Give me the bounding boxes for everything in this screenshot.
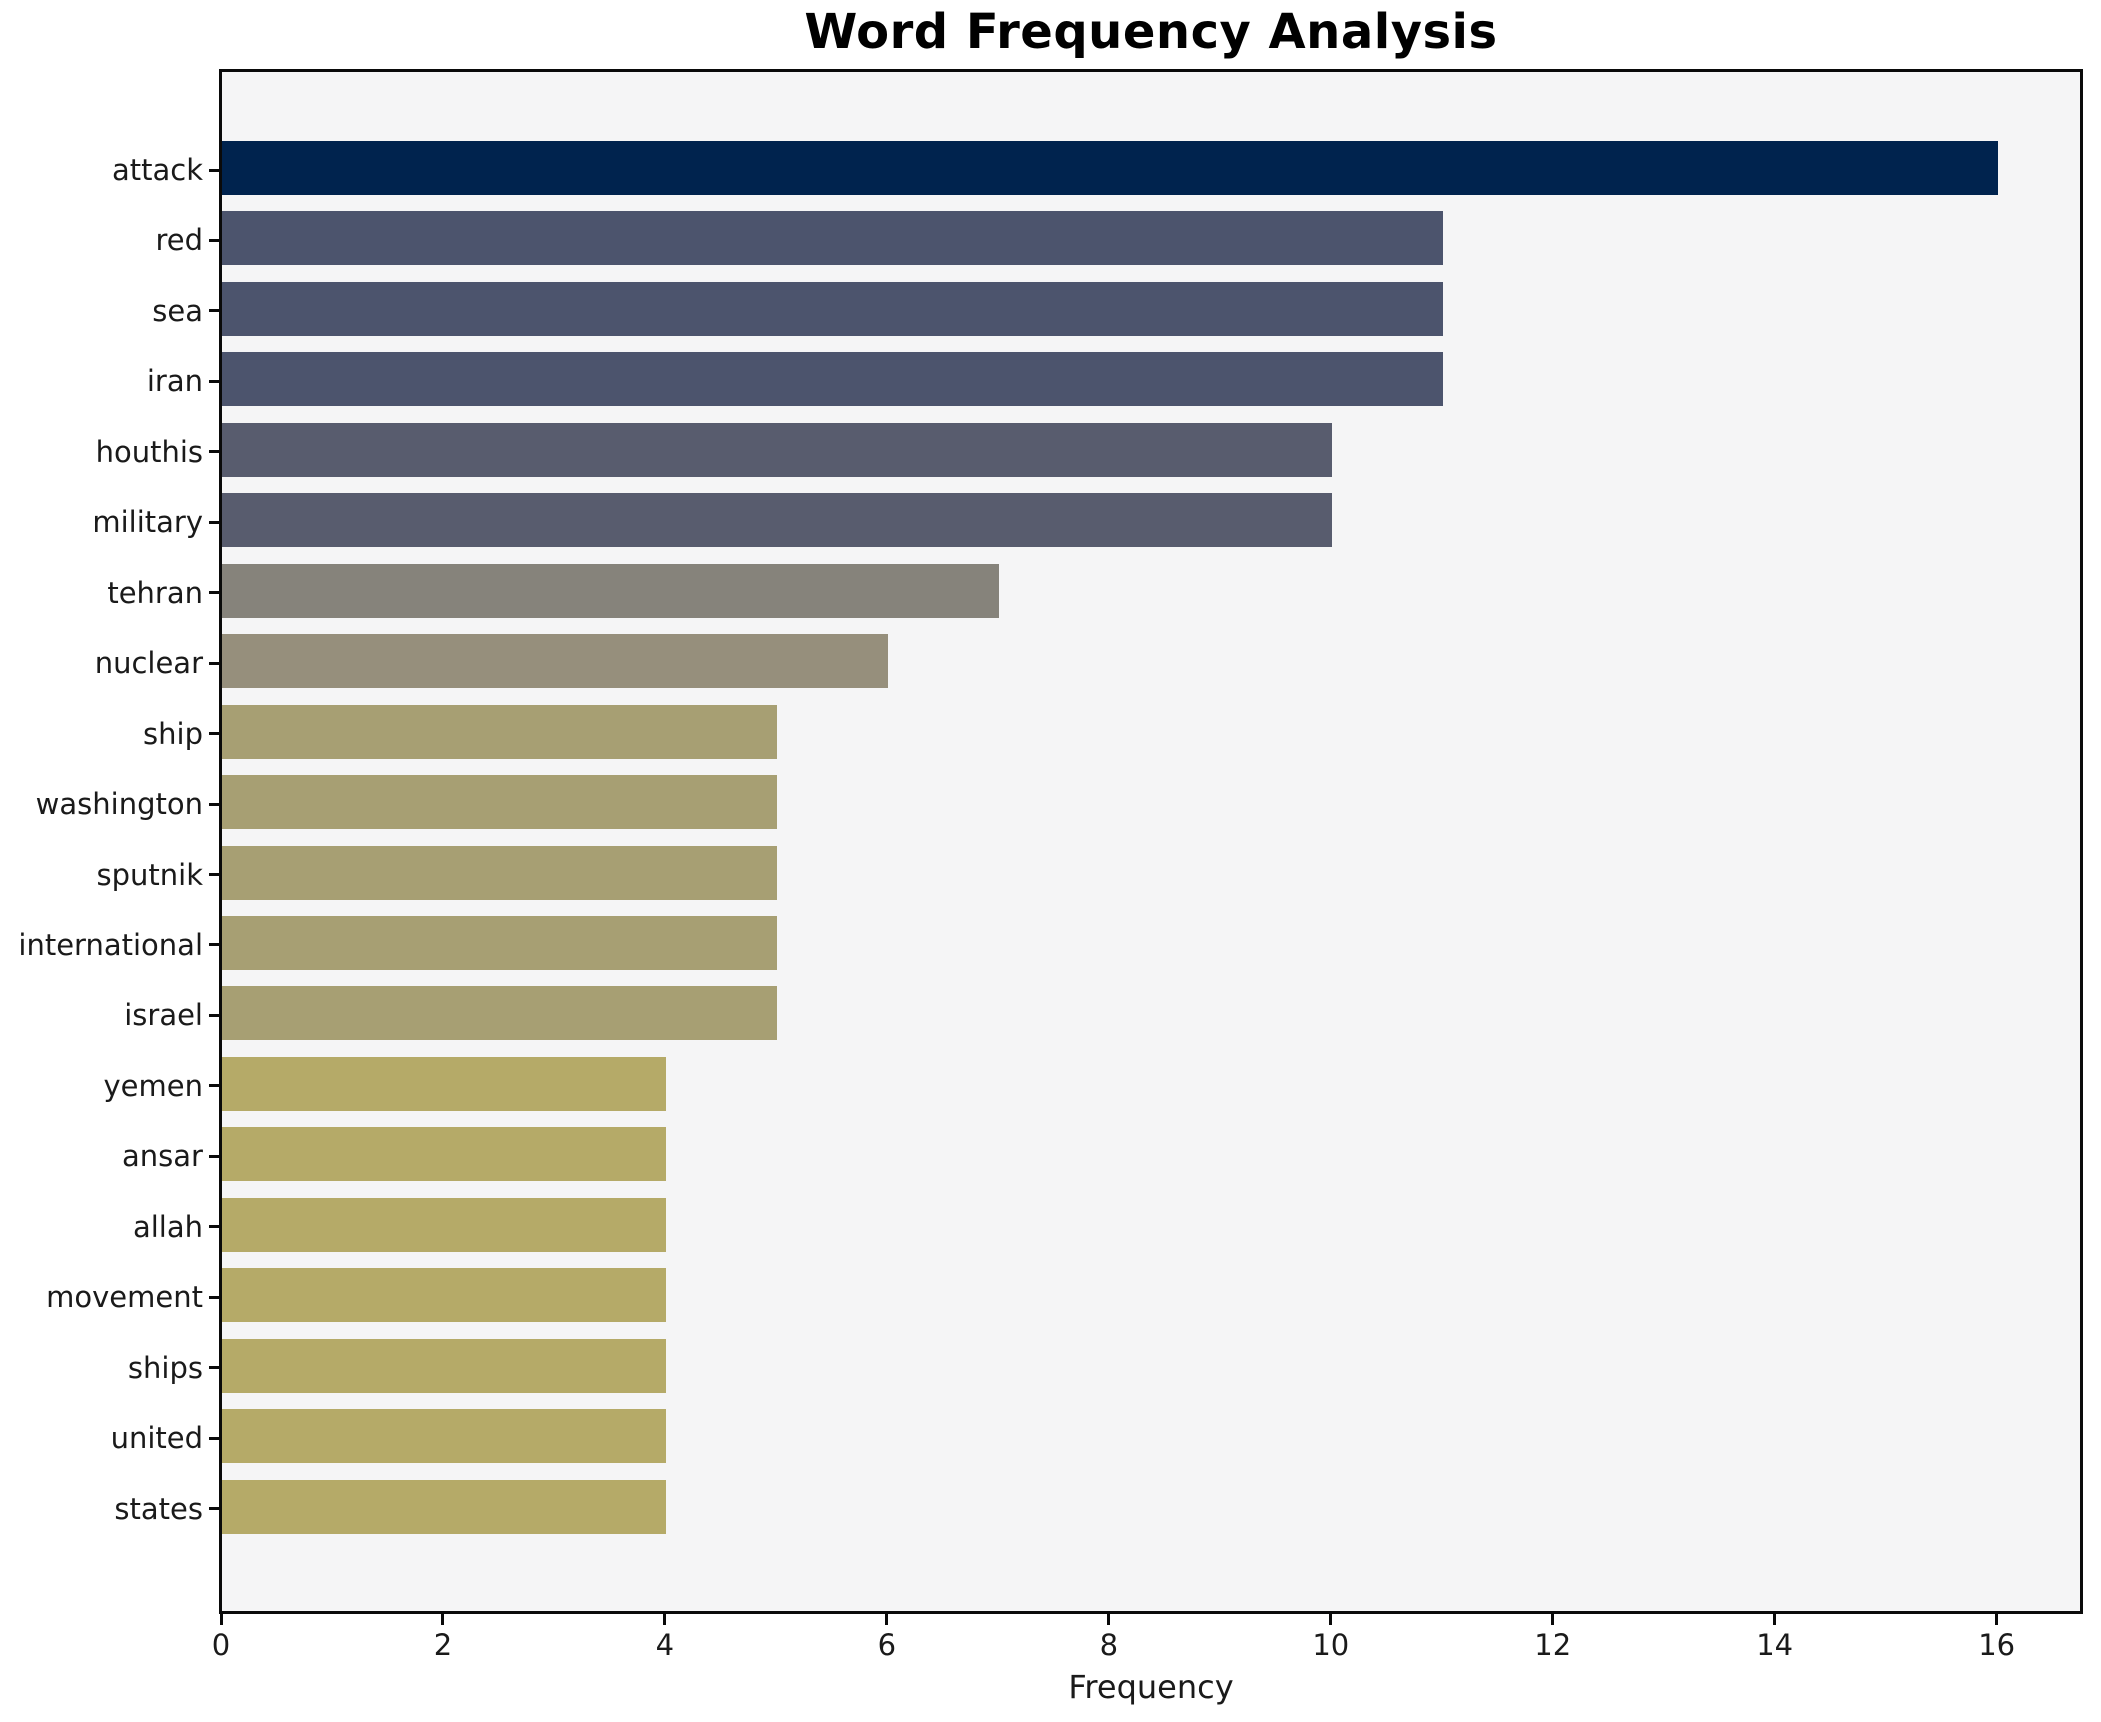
y-tick-mark <box>209 238 219 242</box>
x-tick-mark <box>1551 1614 1555 1625</box>
y-tick-label-military: military <box>92 505 203 540</box>
bar-movement <box>222 1268 666 1323</box>
y-tick-mark <box>209 1084 219 1088</box>
x-tick-label-6: 6 <box>877 1628 897 1662</box>
bar-washington <box>222 775 777 830</box>
y-tick-mark <box>209 309 219 313</box>
x-tick-mark <box>219 1614 223 1625</box>
x-tick-mark <box>1995 1614 1999 1625</box>
y-tick-label-states: states <box>114 1491 203 1526</box>
y-tick-label-ship: ship <box>143 716 203 751</box>
y-tick-mark <box>209 943 219 947</box>
x-tick-mark <box>663 1614 667 1625</box>
y-tick-label-international: international <box>18 927 203 962</box>
bar-yemen <box>222 1056 666 1111</box>
bar-international <box>222 915 777 970</box>
bar-military <box>222 493 1332 548</box>
y-tick-label-ansar: ansar <box>122 1139 203 1174</box>
bar-israel <box>222 986 777 1041</box>
bar-nuclear <box>222 634 888 689</box>
y-tick-mark <box>209 1507 219 1511</box>
x-tick-mark <box>1107 1614 1111 1625</box>
y-tick-label-tehran: tehran <box>107 575 203 610</box>
y-tick-label-nuclear: nuclear <box>94 646 203 681</box>
x-tick-mark <box>1773 1614 1777 1625</box>
y-tick-mark <box>209 1225 219 1229</box>
x-tick-label-8: 8 <box>1099 1628 1119 1662</box>
bar-iran <box>222 352 1443 407</box>
bar-ansar <box>222 1127 666 1182</box>
y-tick-label-yemen: yemen <box>103 1068 203 1103</box>
x-tick-label-12: 12 <box>1534 1628 1572 1662</box>
y-tick-mark <box>209 1295 219 1299</box>
bar-ship <box>222 704 777 759</box>
y-tick-label-red: red <box>155 223 203 258</box>
y-tick-label-israel: israel <box>124 998 203 1033</box>
y-tick-mark <box>209 873 219 876</box>
bar-tehran <box>222 563 999 618</box>
y-tick-label-allah: allah <box>132 1209 203 1244</box>
y-tick-mark <box>209 1013 219 1017</box>
x-tick-label-2: 2 <box>433 1628 453 1662</box>
bar-sea <box>222 281 1443 336</box>
bar-ships <box>222 1338 666 1393</box>
x-tick-label-14: 14 <box>1756 1628 1794 1662</box>
y-tick-label-washington: washington <box>35 787 203 822</box>
bar-sputnik <box>222 845 777 900</box>
x-tick-label-0: 0 <box>211 1628 231 1662</box>
bar-red <box>222 211 1443 266</box>
bar-states <box>222 1479 666 1534</box>
y-tick-mark <box>209 802 219 806</box>
y-tick-mark <box>209 450 219 454</box>
y-tick-mark <box>209 591 219 595</box>
bar-united <box>222 1409 666 1464</box>
y-tick-label-sputnik: sputnik <box>96 857 204 892</box>
chart-title: Word Frequency Analysis <box>804 4 1498 60</box>
y-tick-label-united: united <box>110 1421 203 1456</box>
bar-attack <box>222 141 1998 195</box>
y-tick-mark <box>209 520 219 524</box>
y-tick-label-movement: movement <box>46 1280 203 1315</box>
y-tick-mark <box>209 1436 219 1440</box>
y-tick-mark <box>209 168 219 172</box>
plot-area <box>219 69 2083 1614</box>
y-tick-label-houthis: houthis <box>95 434 203 469</box>
y-tick-mark <box>209 661 219 665</box>
y-tick-label-ships: ships <box>127 1350 203 1385</box>
x-tick-mark <box>1329 1614 1333 1625</box>
y-tick-mark <box>209 1366 219 1370</box>
x-tick-label-4: 4 <box>655 1628 675 1662</box>
x-tick-label-10: 10 <box>1312 1628 1350 1662</box>
x-tick-label-16: 16 <box>1978 1628 2016 1662</box>
x-tick-mark <box>885 1614 889 1625</box>
y-tick-mark <box>209 1154 219 1158</box>
bar-allah <box>222 1197 666 1252</box>
y-tick-mark <box>209 732 219 736</box>
bar-houthis <box>222 422 1332 477</box>
y-tick-label-attack: attack <box>111 153 203 187</box>
y-tick-label-sea: sea <box>152 293 203 328</box>
y-tick-mark <box>209 379 219 383</box>
x-axis-label: Frequency <box>1068 1668 1234 1706</box>
x-tick-mark <box>441 1614 445 1625</box>
y-tick-label-iran: iran <box>146 364 203 399</box>
